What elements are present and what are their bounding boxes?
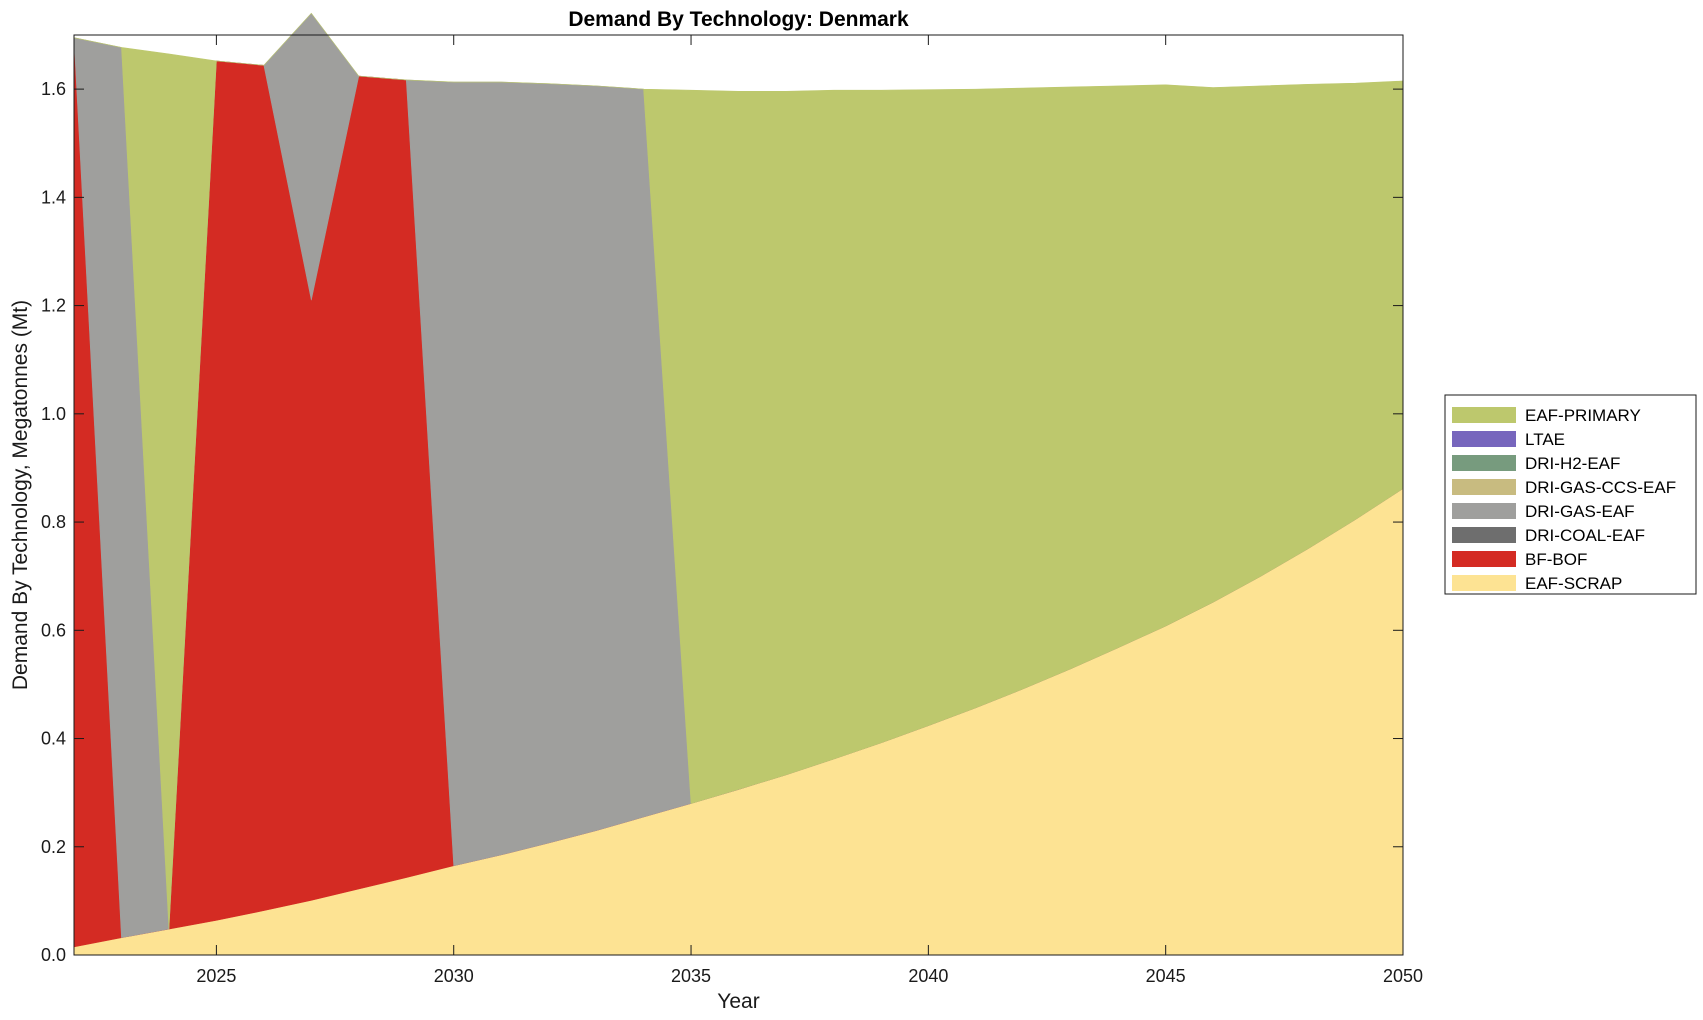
legend-label: LTAE [1525,430,1565,449]
legend-label: DRI-GAS-CCS-EAF [1525,478,1676,497]
legend-label: DRI-GAS-EAF [1525,502,1635,521]
x-axis-title: Year [717,990,759,1013]
legend-label: EAF-PRIMARY [1525,406,1641,425]
legend-swatch [1452,407,1516,423]
y-tick-label: 1.0 [41,404,66,424]
legend-label: EAF-SCRAP [1525,574,1622,593]
chart-title: Demand By Technology: Denmark [568,8,909,31]
legend-swatch [1452,527,1516,543]
y-tick-label: 0.2 [41,837,66,857]
legend-label: BF-BOF [1525,550,1587,569]
y-tick-label: 0.4 [41,729,66,749]
y-tick-label: 1.4 [41,187,66,207]
legend-label: DRI-COAL-EAF [1525,526,1645,545]
x-tick-label: 2045 [1146,966,1186,986]
legend-swatch [1452,551,1516,567]
y-tick-label: 1.2 [41,296,66,316]
y-tick-label: 0.8 [41,512,66,532]
plot-areas [73,12,1404,956]
legend-swatch [1452,431,1516,447]
y-tick-label: 1.6 [41,79,66,99]
x-tick-label: 2025 [196,966,236,986]
legend-swatch [1452,479,1516,495]
legend-label: DRI-H2-EAF [1525,454,1620,473]
plot-frame [73,34,1404,956]
legend-swatch [1452,455,1516,471]
y-axis-title: Demand By Technology, Megatonnes (Mt) [9,300,32,690]
x-tick-label: 2035 [671,966,711,986]
axis-ticks: 2025 2030 2035 2040 2045 2050 0.0 0.2 0.4 0.6 0.8 1… [41,35,1423,986]
legend-swatch [1452,503,1516,519]
legend: EAF-PRIMARY LTAE DRI-H2-EAF DRI-GAS-CCS-EAF… [1444,394,1697,595]
x-tick-label: 2040 [908,966,948,986]
legend-swatch [1452,575,1516,591]
x-tick-label: 2030 [434,966,474,986]
y-tick-label: 0.0 [41,945,66,965]
y-tick-label: 0.6 [41,620,66,640]
x-tick-label: 2050 [1383,966,1423,986]
